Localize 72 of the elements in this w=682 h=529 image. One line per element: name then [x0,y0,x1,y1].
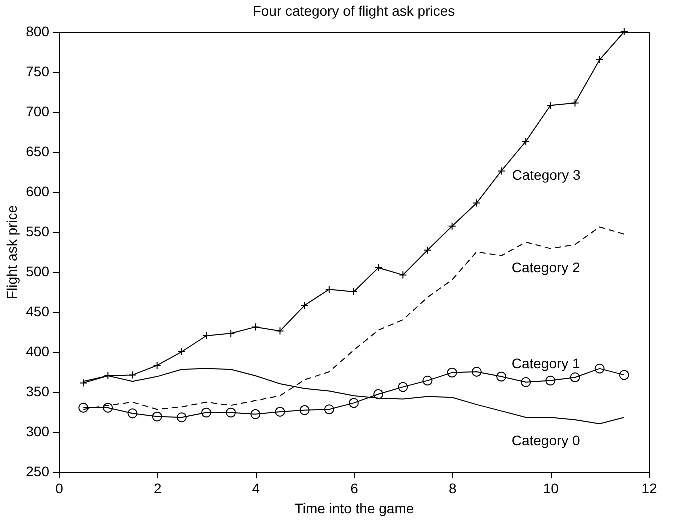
point [104,372,112,380]
y-tick-label: 600 [26,184,50,200]
point [619,370,630,380]
point [250,409,261,420]
point [448,222,456,230]
y-tick-label: 650 [26,144,50,160]
y-tick-label: 400 [26,344,50,360]
x-tick-label: 4 [252,480,260,496]
point [78,403,89,413]
point [398,382,408,392]
y-tick-label: 800 [26,24,50,40]
point [497,167,506,176]
y-tick-label: 700 [26,104,50,120]
point [176,412,187,423]
point [324,404,334,415]
point [546,376,556,386]
x-tick-label: 10 [543,480,560,496]
y-axis-title: Flight ask price [4,205,20,300]
point [447,368,458,378]
point [128,371,137,380]
point [226,408,236,418]
point [472,199,481,208]
point [349,398,359,408]
point [571,99,580,108]
point [496,372,506,382]
point [178,348,186,356]
point [546,102,555,110]
point [80,379,88,388]
y-tick-label: 300 [26,424,50,440]
x-tick-label: 2 [154,480,162,496]
point [570,372,580,383]
chart-title: Four category of flight ask prices [252,3,456,19]
series-label: Category 0 [512,432,581,449]
point [300,405,310,416]
y-tick-label: 350 [26,384,50,400]
point [275,407,286,417]
x-tick-label: 12 [642,480,658,496]
point [227,330,236,338]
point [153,362,162,370]
y-tick-label: 550 [26,224,50,240]
point [596,56,604,64]
y-tick-label: 250 [26,464,50,480]
point [472,367,482,377]
point [152,412,162,422]
series-label: Category 3 [512,167,581,184]
point [103,403,114,413]
point [350,288,358,296]
series-label: Category 2 [512,259,581,276]
x-tick-label: 0 [56,480,64,496]
x-tick-label: 8 [448,480,457,496]
series-label: Category 1 [512,355,581,372]
point [620,28,628,36]
point [202,408,212,418]
point [594,364,605,374]
point [374,389,384,400]
point [300,302,309,310]
point [521,377,532,388]
y-tick-label: 750 [26,64,50,80]
point [374,264,383,272]
x-axis-title: Time into the game [294,500,414,516]
x-tick-label: 6 [350,480,359,496]
point [276,327,284,336]
y-tick-label: 450 [26,304,50,320]
point [128,408,138,419]
y-tick-label: 500 [26,264,50,280]
point [325,286,334,294]
point [399,271,408,280]
point [202,332,211,340]
point [424,246,432,254]
point [252,323,260,332]
point [422,376,433,386]
point [522,138,530,146]
